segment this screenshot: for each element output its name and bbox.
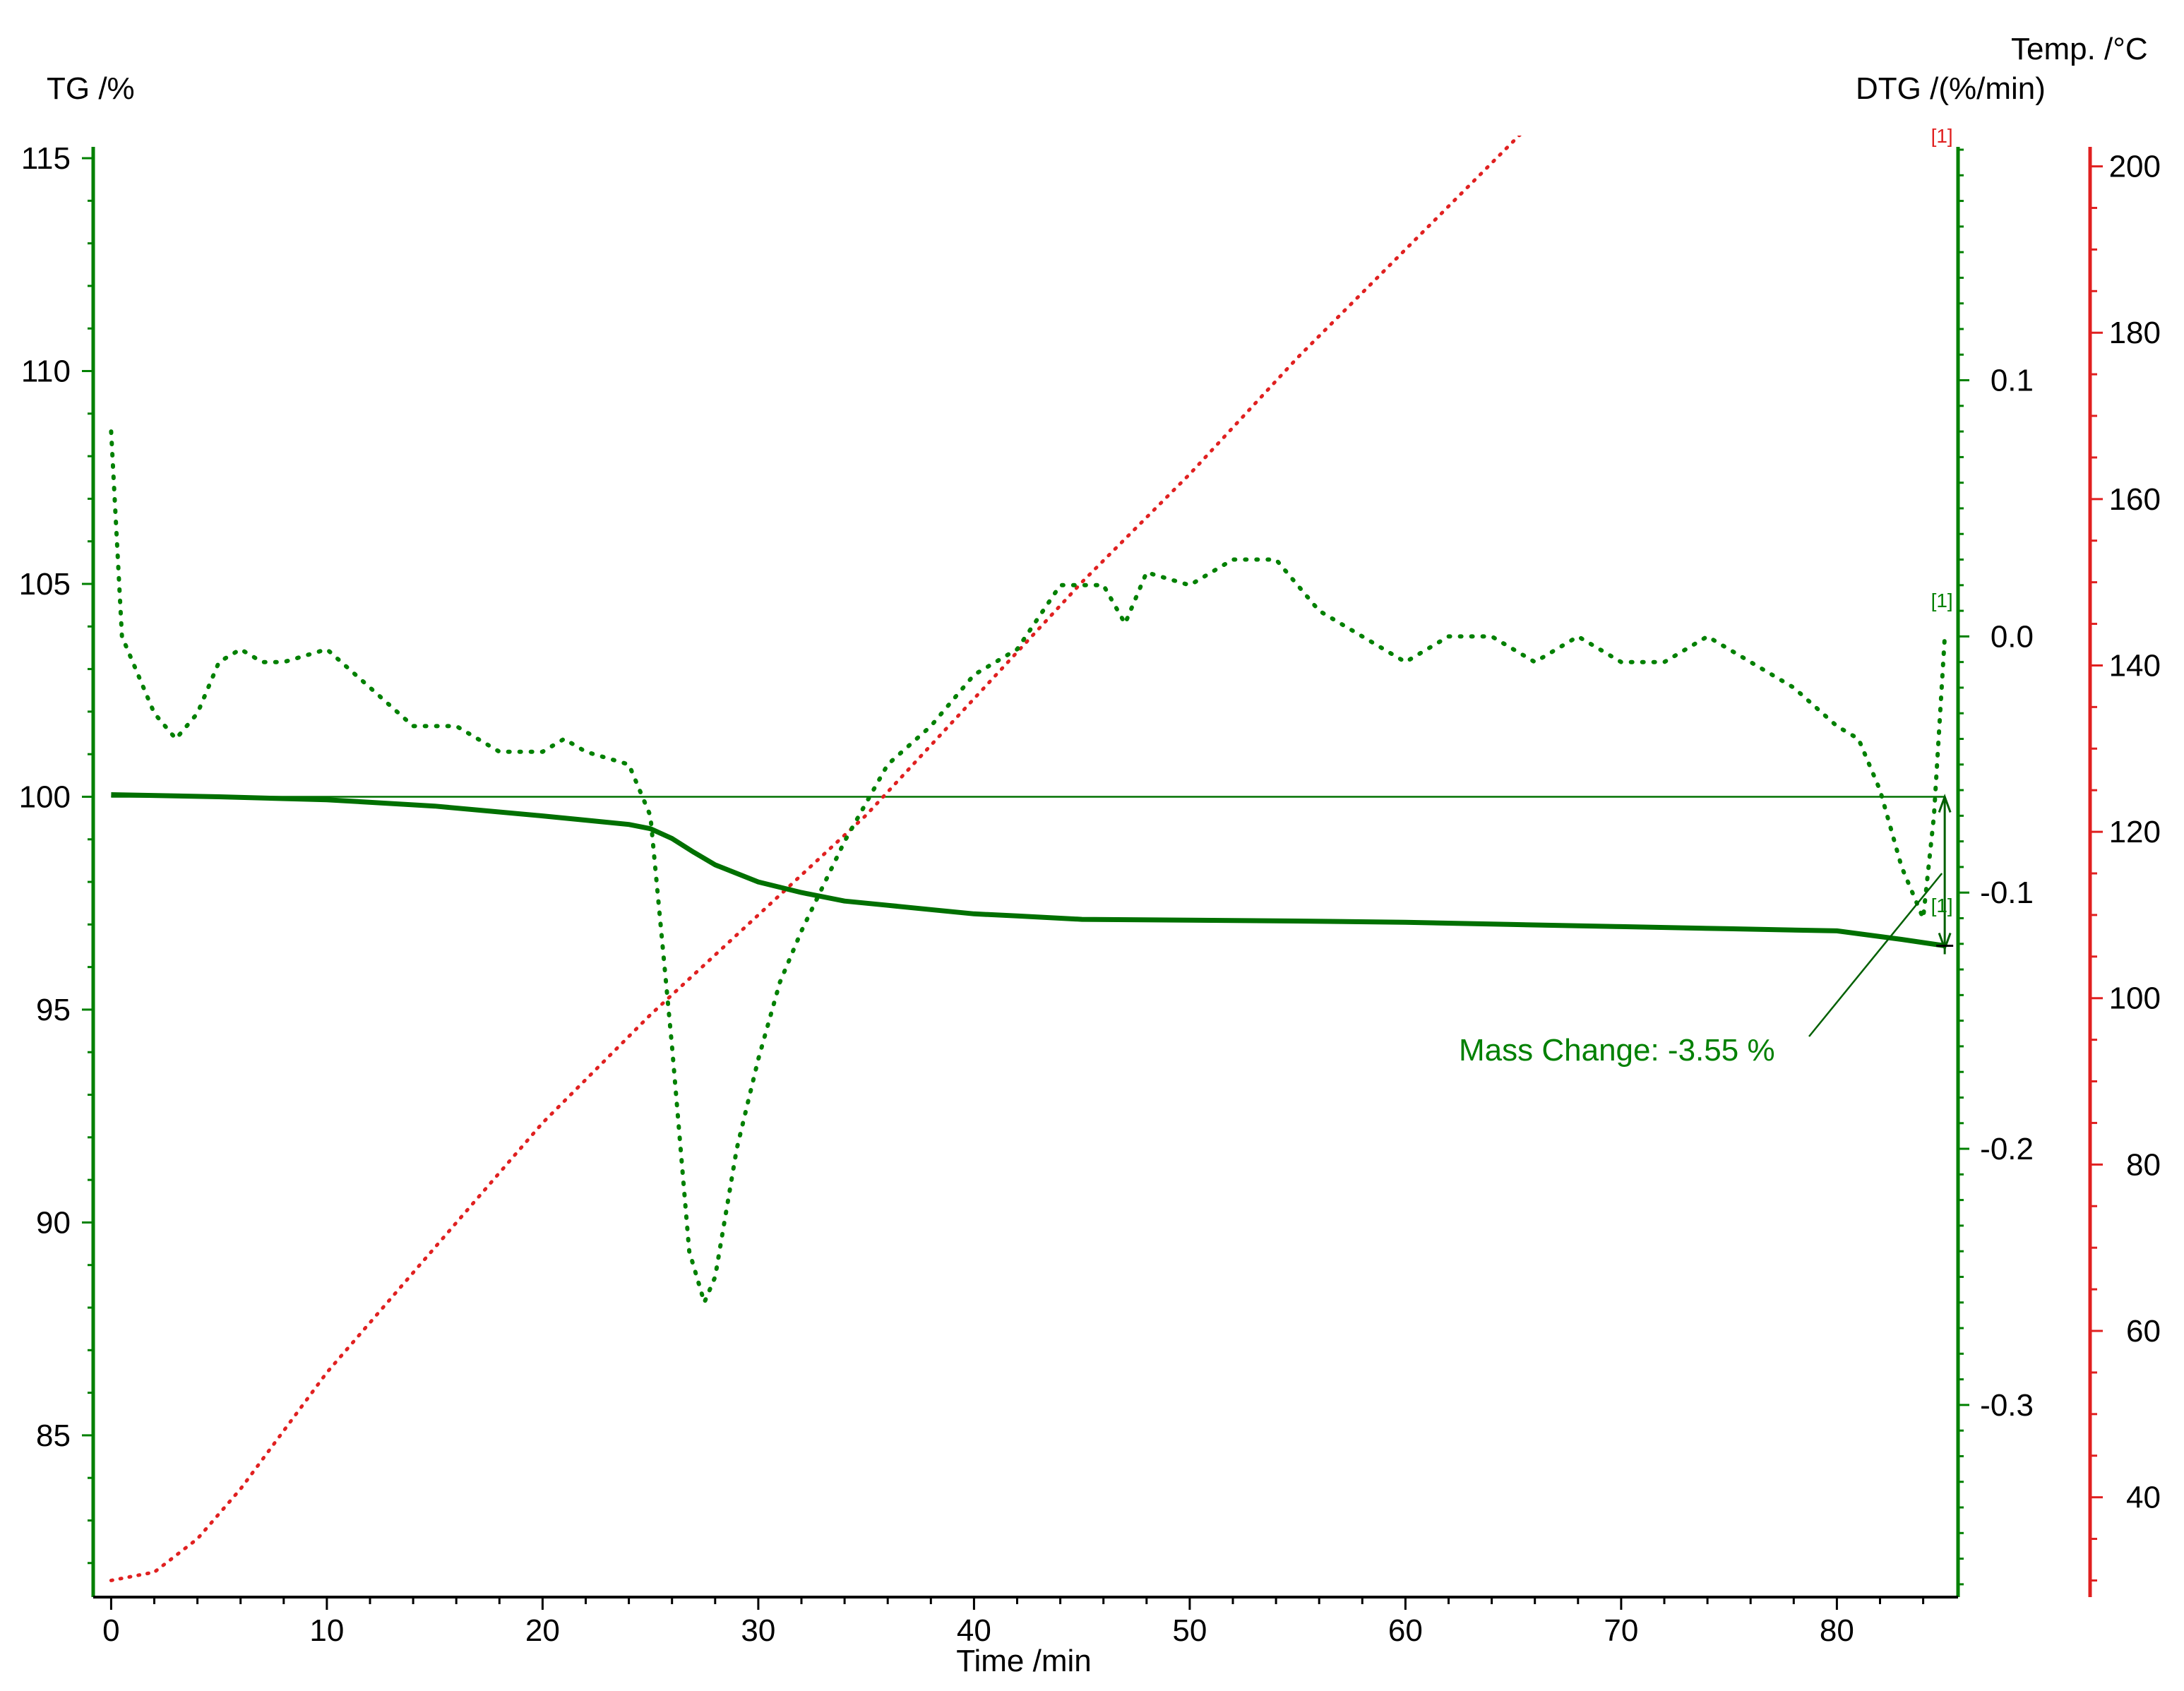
tg-tick-label: 110 [21,354,71,389]
tg-tick-label: 105 [19,567,71,602]
x-tick-label: 40 [957,1613,991,1648]
dtg-tick-label: 0.0 [1991,619,2034,654]
label-layer: TG /% DTG /(%/min) Temp. /°C Time /min [47,32,2148,1678]
dtg-axis-title: DTG /(%/min) [1856,71,2046,106]
tg-tick-label: 100 [19,779,71,814]
temp-tick-label: 120 [2109,815,2161,849]
dtg-tick-label: 0.1 [1991,364,2034,398]
tg-tick-label: 90 [36,1205,71,1240]
tg-tick-label: 115 [21,141,71,176]
x-tick-label: 50 [1172,1613,1207,1648]
tg-axis-title: TG /% [47,71,135,106]
temperature-line [109,136,1522,1582]
temp-tick-label: 60 [2126,1314,2161,1349]
temp-tick-label: 140 [2109,648,2161,683]
mass-change-arrow-up [1938,794,1952,813]
x-tick-label: 70 [1604,1613,1638,1648]
dtg-tick-label: -0.2 [1980,1132,2034,1166]
dtg-tick-label: -0.3 [1980,1388,2034,1423]
dtg-tick-label: -0.1 [1980,876,2034,910]
tg-line [111,792,1945,948]
mass-change-label: Mass Change: -3.55 % [1459,1033,1775,1068]
axes-layer: 0 10 20 30 40 50 60 70 80 85 90 95 100 105 110 115 -0.3 -… [19,141,2161,1648]
temp-tick-label: 180 [2109,316,2161,350]
tg-tick-label: 85 [36,1418,71,1453]
x-tick-label: 0 [102,1613,119,1648]
temp-tick-label: 200 [2109,150,2161,184]
mass-change-leader [1808,873,1943,1037]
annotation-layer: Mass Change: -3.55 % [1] [1] [1] [1459,125,1954,1068]
series-layer [109,136,1947,1582]
x-tick-label: 80 [1820,1613,1854,1648]
dtg-line [109,429,1947,1309]
temp-tick-label: 80 [2126,1147,2161,1182]
x-tick-label: 60 [1388,1613,1423,1648]
x-tick-label: 10 [309,1613,344,1648]
dtg-end-marker: [1] [1931,590,1953,611]
temp-tick-label: 40 [2126,1481,2161,1515]
x-axis-title: Time /min [956,1644,1092,1678]
temp-tick-label: 100 [2109,981,2161,1016]
temp-tick-label: 160 [2109,482,2161,517]
temp-end-marker: [1] [1931,125,1953,147]
temp-axis-title: Temp. /°C [2011,32,2148,66]
x-tick-label: 20 [525,1613,560,1648]
tg-tick-label: 95 [36,993,71,1027]
tg-end-marker: [1] [1931,895,1953,916]
x-tick-label: 30 [741,1613,775,1648]
mass-change-arrow-down [1938,932,1952,952]
